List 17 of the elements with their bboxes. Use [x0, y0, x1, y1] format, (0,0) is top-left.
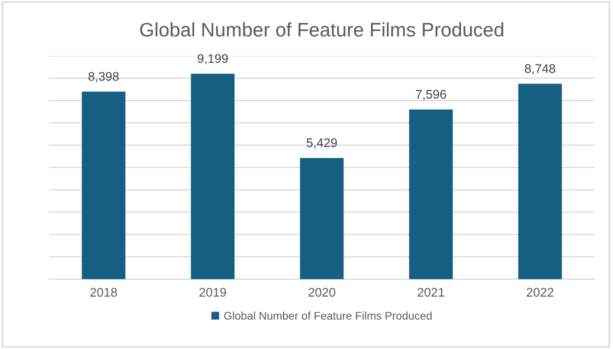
bar	[518, 84, 562, 280]
x-tick-label: 2020	[308, 288, 336, 297]
chart-title: Global Number of Feature Films Produced	[140, 22, 504, 37]
x-tick-label: 2018	[90, 288, 117, 297]
data-label: 5,429	[306, 138, 337, 149]
legend-label: Global Number of Feature Films Produced	[224, 312, 432, 320]
x-tick-label: 2022	[526, 288, 554, 297]
x-tick-label: 2021	[418, 288, 444, 297]
data-label: 8,398	[88, 72, 119, 82]
bar	[409, 110, 453, 280]
bar	[190, 74, 235, 280]
bar	[300, 158, 344, 280]
bar	[82, 92, 126, 280]
data-label: 9,199	[198, 54, 228, 64]
data-label: 7,596	[416, 90, 446, 100]
x-tick-label: 2019	[199, 288, 226, 297]
data-label: 8,748	[524, 64, 556, 74]
